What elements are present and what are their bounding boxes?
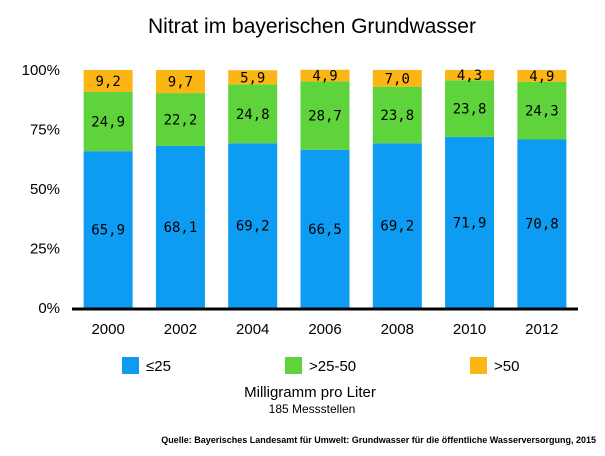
y-tick-label: 50% (30, 181, 60, 198)
x-tick-label: 2002 (164, 321, 197, 338)
bar-segment-1 (228, 143, 278, 308)
data-label: 9,2 (95, 74, 120, 90)
bar-segment-3 (300, 69, 350, 82)
x-tick-label: 2004 (236, 321, 269, 338)
bar-segment-2 (300, 81, 350, 150)
data-label: 22,2 (164, 113, 198, 129)
bar-segment-3 (83, 70, 133, 92)
data-label: 24,8 (236, 107, 270, 123)
data-label: 68,1 (164, 220, 198, 236)
legend-swatch (285, 357, 302, 374)
legend-label: >50 (494, 358, 519, 375)
bar-segment-1 (445, 136, 495, 308)
x-axis: 2000 2002 2004 2006 2008 2010 2012 (91, 321, 558, 338)
y-tick-label: 0% (38, 300, 60, 317)
data-label: 24,3 (525, 104, 559, 120)
data-label: 28,7 (308, 109, 342, 125)
bar-segment-3 (445, 70, 495, 81)
x-tick-label: 2012 (525, 321, 558, 338)
unit-label: Milligramm pro Liter (244, 384, 376, 401)
data-label: 69,2 (236, 219, 270, 235)
y-tick-label: 100% (22, 62, 60, 79)
legend-swatch (122, 357, 139, 374)
y-tick-label: 75% (30, 122, 60, 139)
data-label: 23,8 (380, 108, 414, 124)
data-label: 69,2 (380, 219, 414, 235)
bar-segment-1 (517, 139, 567, 308)
sub-label: 185 Messstellen (269, 402, 356, 416)
bar-segment-1 (83, 151, 133, 308)
y-axis: 0% 25% 50% 75% 100% (22, 62, 60, 317)
legend-label: ≤25 (146, 358, 171, 375)
x-tick-label: 2010 (453, 321, 486, 338)
x-tick-label: 2006 (308, 321, 341, 338)
legend-swatch (470, 357, 487, 374)
bar-segment-3 (372, 70, 422, 87)
bar-segment-3 (228, 70, 278, 85)
data-label: 71,9 (453, 215, 487, 231)
bar-segment-2 (155, 93, 205, 146)
bar-segment-1 (300, 149, 350, 308)
source-label: Quelle: Bayerisches Landesamt für Umwelt… (161, 435, 596, 445)
bar-segment-2 (83, 91, 133, 152)
chart-title: Nitrat im bayerischen Grundwasser (148, 15, 476, 38)
data-label: 4,9 (529, 69, 554, 85)
data-label: 24,9 (91, 115, 125, 131)
data-label: 4,9 (312, 69, 337, 85)
x-tick-label: 2000 (91, 321, 124, 338)
legend-label: >25-50 (309, 358, 356, 375)
bar-segment-2 (445, 80, 495, 137)
data-label: 5,9 (240, 70, 265, 86)
data-label: 65,9 (91, 223, 125, 239)
data-label: 66,5 (308, 222, 342, 238)
bar-segment-1 (372, 143, 422, 308)
bars: 65,9 24,9 9,2 68,1 22,2 9,7 69,2 24,8 5,9 66,5 28,… (83, 68, 567, 308)
data-label: 7,0 (385, 71, 410, 87)
bar-segment-2 (517, 81, 567, 140)
legend: ≤25 >25-50 >50 (122, 357, 519, 375)
data-label: 9,7 (168, 75, 193, 91)
data-label: 70,8 (525, 217, 559, 233)
bar-segment-2 (372, 86, 422, 144)
bar-segment-2 (228, 84, 278, 144)
bar-segment-3 (517, 70, 567, 82)
data-label: 4,3 (457, 68, 482, 84)
bar-segment-3 (155, 70, 205, 94)
y-tick-label: 25% (30, 241, 60, 258)
bar-segment-1 (155, 145, 205, 308)
data-label: 23,8 (453, 102, 487, 118)
x-tick-label: 2008 (381, 321, 414, 338)
